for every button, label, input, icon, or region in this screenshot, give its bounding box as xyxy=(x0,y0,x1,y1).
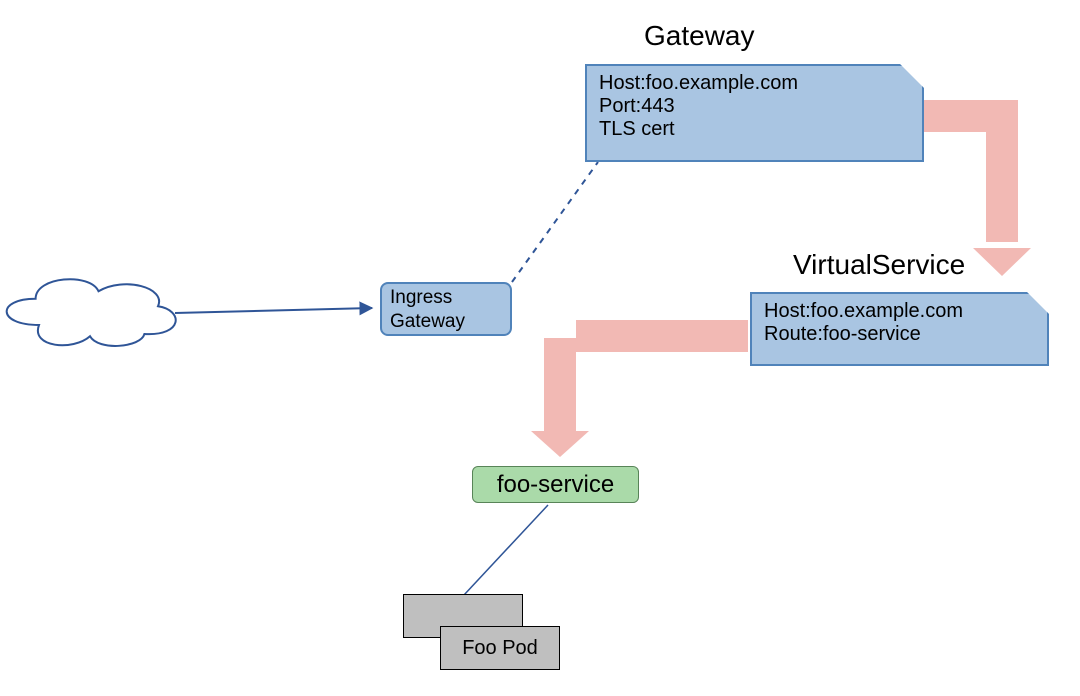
virtualservice-title: VirtualService xyxy=(793,249,965,281)
virtualservice-title-text: VirtualService xyxy=(793,249,965,280)
gateway-title: Gateway xyxy=(644,20,755,52)
foo-pod-label: Foo Pod xyxy=(462,637,538,660)
virtualservice-box: Host:foo.example.com Route:foo-service xyxy=(750,292,1049,366)
arrow-gateway-to-vs-head xyxy=(973,248,1031,276)
gateway-line-1: Port:443 xyxy=(599,95,922,118)
foo-service-label: foo-service xyxy=(497,471,614,499)
arrow-vs-to-service-head xyxy=(531,431,589,457)
arrow-cloud-to-ingress xyxy=(175,308,372,313)
ingress-line-0: Ingress xyxy=(390,286,510,310)
cloud-icon xyxy=(7,279,176,346)
ingress-line-1: Gateway xyxy=(390,310,510,334)
gateway-title-text: Gateway xyxy=(644,20,755,51)
gateway-line-2: TLS cert xyxy=(599,118,922,141)
vs-line-1: Route:foo-service xyxy=(764,323,1047,346)
foo-service-box: foo-service xyxy=(472,466,639,503)
ingress-gateway-box: Ingress Gateway xyxy=(380,282,512,336)
dashed-ingress-to-gateway xyxy=(512,162,598,282)
gateway-box: Host:foo.example.com Port:443 TLS cert xyxy=(585,64,924,162)
vs-line-0: Host:foo.example.com xyxy=(764,300,1047,323)
foo-pod-front: Foo Pod xyxy=(440,626,560,670)
gateway-line-0: Host:foo.example.com xyxy=(599,72,922,95)
